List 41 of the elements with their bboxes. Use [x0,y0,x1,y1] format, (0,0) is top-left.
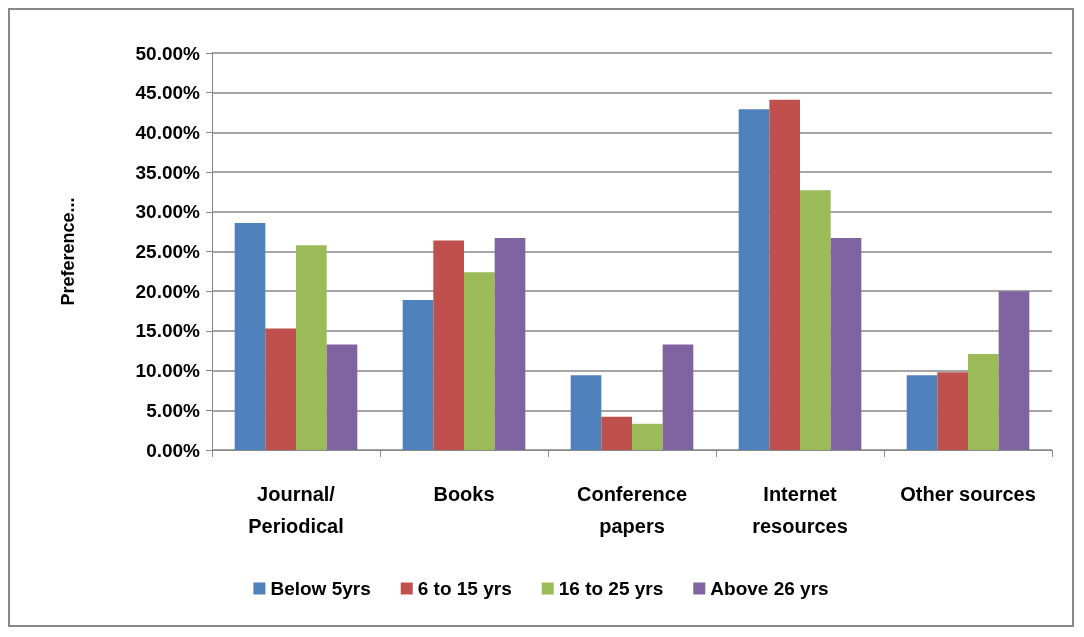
y-tick-label: 15.00% [135,320,201,342]
bar [830,238,862,450]
bar [769,99,800,450]
x-tick-label: Books [433,483,495,505]
bar [326,344,358,450]
y-tick-label: 20.00% [135,280,201,302]
y-axis-title: Preference... [58,197,78,306]
x-tick-label: Other sources [900,483,1036,505]
bar [937,372,968,450]
bar [998,291,1030,450]
bar [632,423,663,450]
bar [968,353,999,450]
bar [464,272,495,450]
bar [265,328,296,450]
bar [570,375,602,450]
bar [738,109,770,450]
y-tick-label: 30.00% [135,201,201,223]
y-tick-label: 50.00% [135,42,201,64]
bar [433,240,464,450]
y-tick-label: 10.00% [135,360,201,382]
y-tick-label: 35.00% [135,161,201,183]
bar [662,344,694,450]
bar [494,238,526,450]
legend-label: 6 to 15 yrs [417,578,512,599]
y-tick-label: 45.00% [135,82,201,104]
bar [906,375,938,450]
bar [800,190,831,450]
y-tick-label: 25.00% [135,241,201,262]
bar [234,222,266,450]
bar [601,416,632,450]
x-tick-label: Conference papers [576,483,688,537]
bar [296,245,327,450]
bar [402,299,434,450]
y-tick-label: 40.00% [135,121,201,143]
y-tick-label: 0.00% [146,439,201,461]
legend-label: 16 to 25 yrs [558,578,664,599]
legend-label: Above 26 yrs [710,578,829,599]
x-tick-label: Internet resources [752,483,848,537]
y-tick-label: 5.00% [146,399,201,421]
legend-label: Below 5yrs [270,578,371,599]
x-tick-label: Journal/ Periodical [248,483,344,537]
